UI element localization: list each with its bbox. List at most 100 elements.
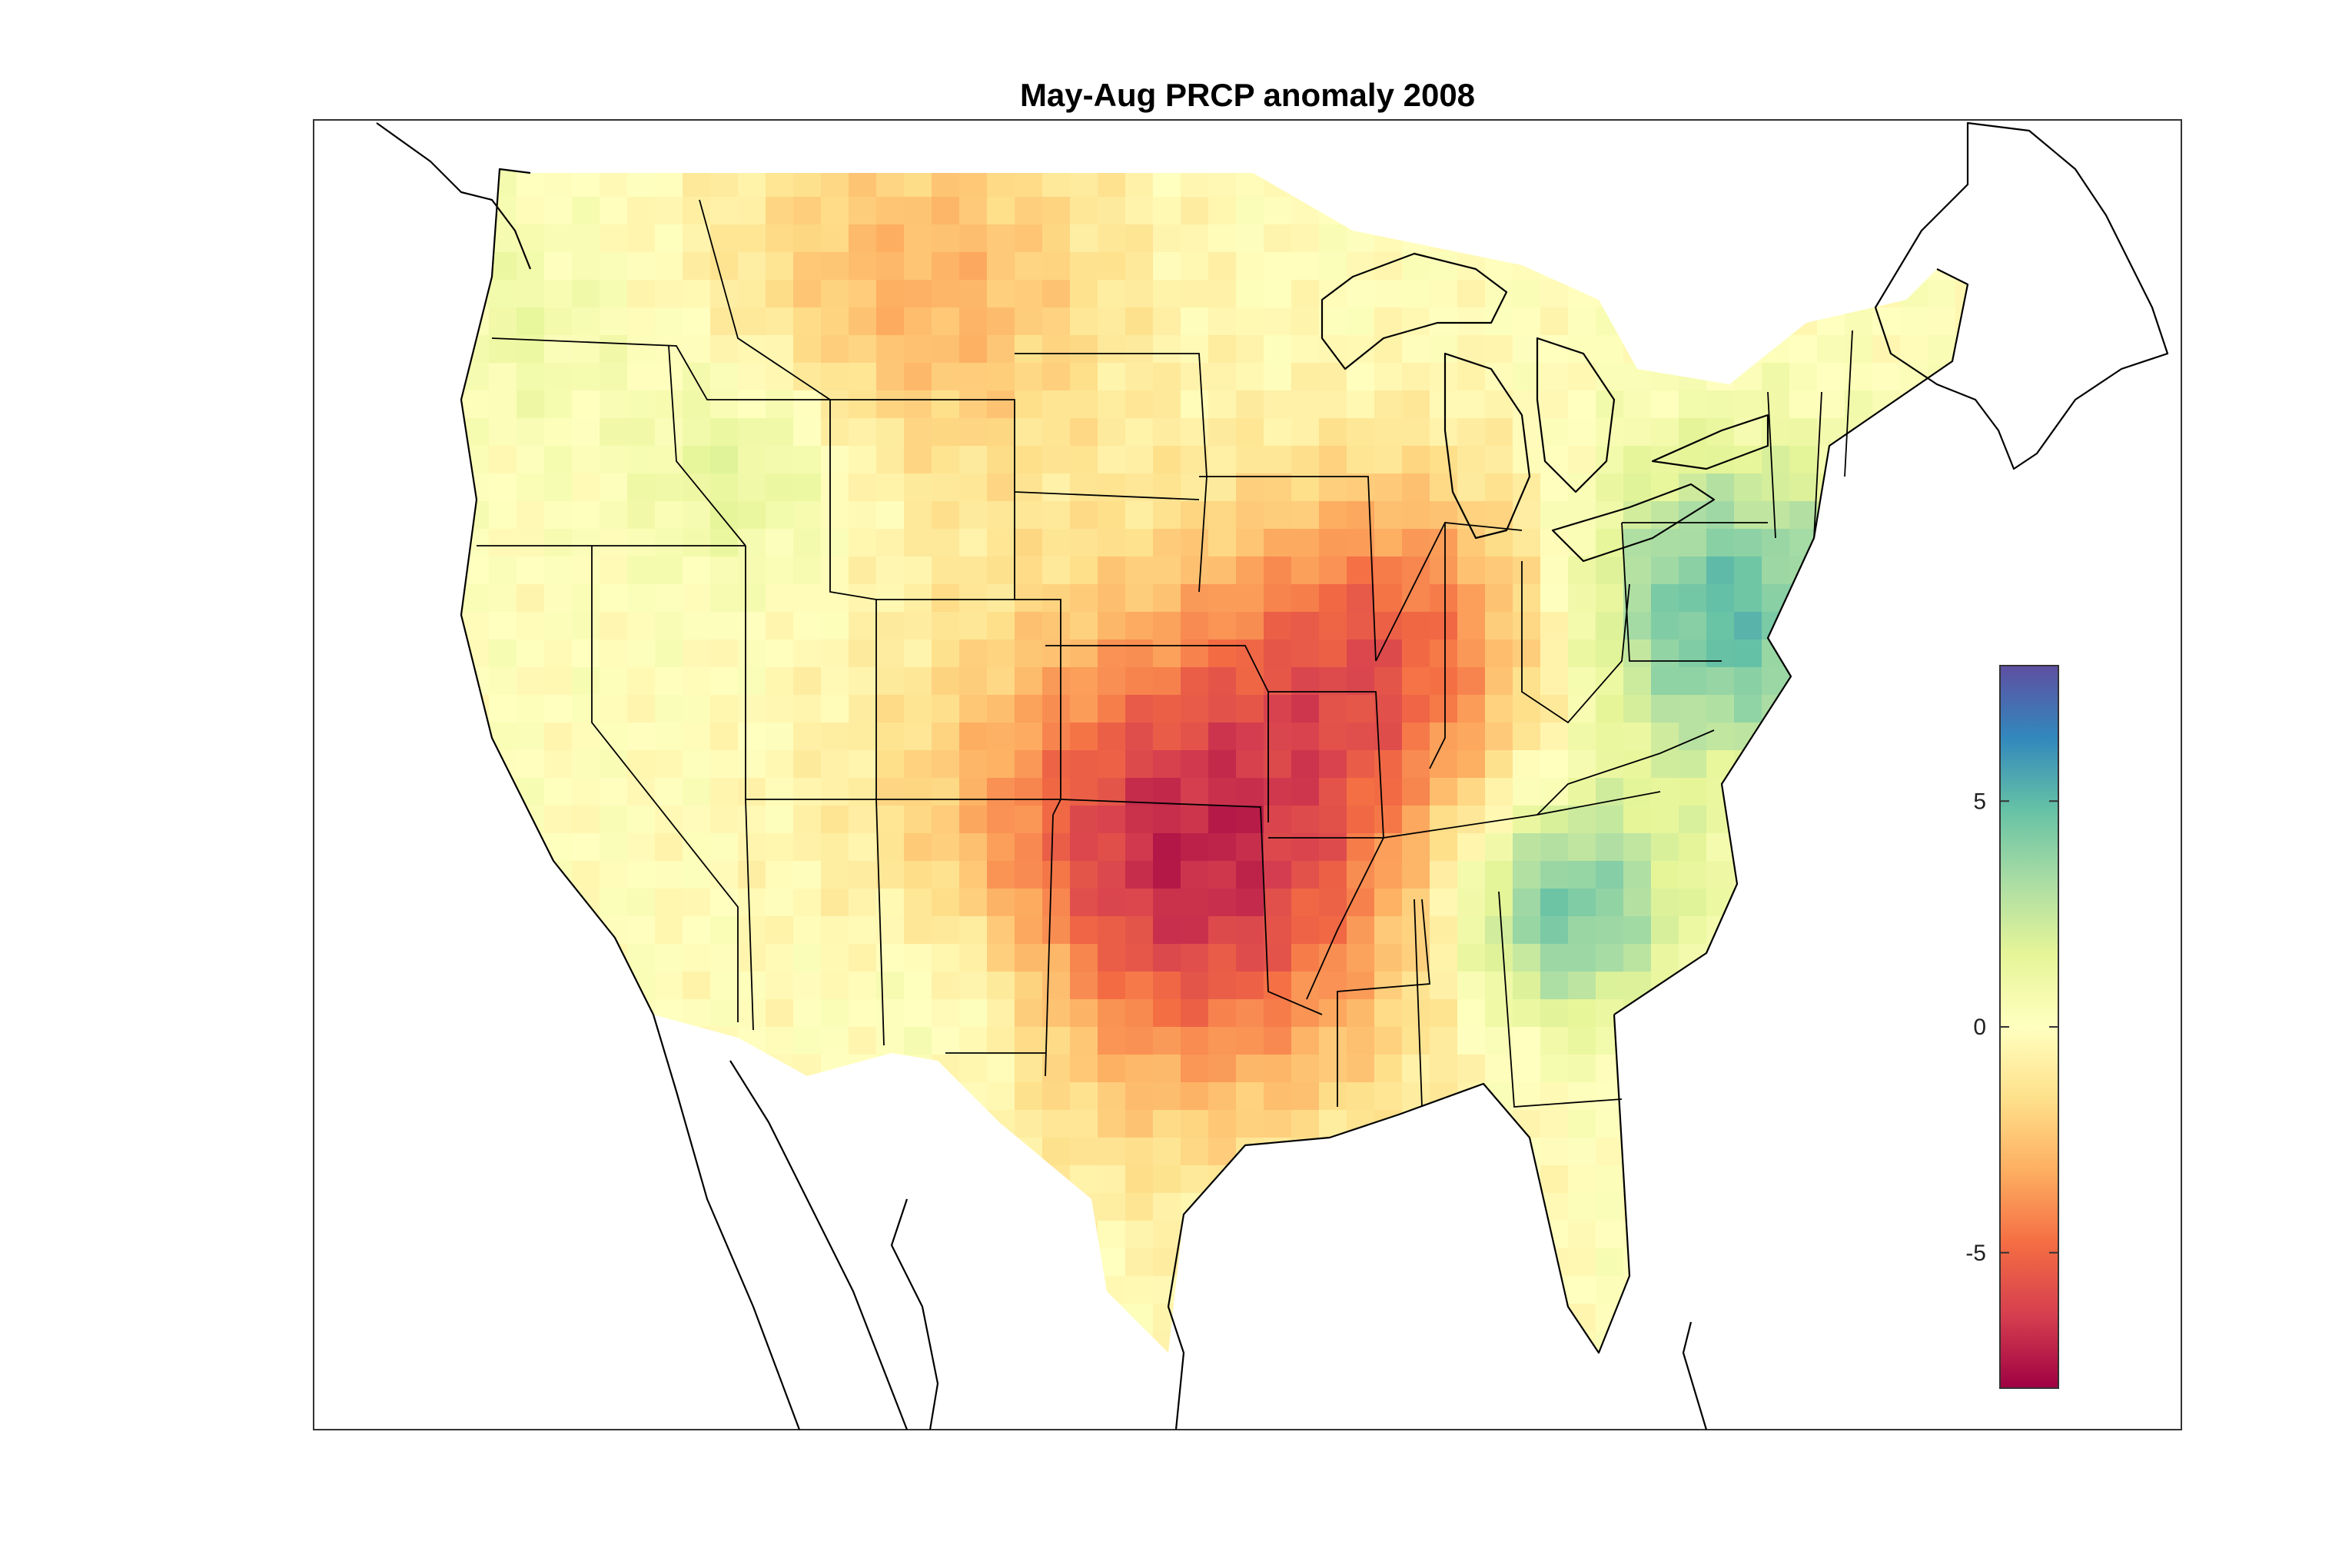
grid-cell xyxy=(1457,612,1486,640)
grid-cell xyxy=(1540,723,1569,751)
grid-cell xyxy=(544,307,573,336)
grid-cell xyxy=(544,639,573,668)
grid-cell xyxy=(1347,363,1375,391)
grid-cell xyxy=(1679,833,1707,862)
grid-cell xyxy=(655,363,683,391)
grid-cell xyxy=(1125,529,1154,557)
grid-cell xyxy=(904,501,932,530)
grid-cell xyxy=(1208,861,1237,889)
grid-cell xyxy=(766,335,794,364)
grid-cell xyxy=(821,224,849,253)
grid-cell xyxy=(849,446,877,474)
grid-cell xyxy=(1347,1055,1375,1083)
grid-cell xyxy=(1098,224,1126,253)
grid-cell xyxy=(517,363,545,391)
grid-cell xyxy=(544,390,573,419)
grid-cell xyxy=(1623,639,1652,668)
grid-cell xyxy=(876,473,905,502)
grid-cell xyxy=(1125,584,1154,613)
grid-cell xyxy=(766,363,794,391)
grid-cell xyxy=(1513,473,1541,502)
grid-cell xyxy=(738,667,766,696)
grid-cell xyxy=(655,418,683,447)
grid-cell xyxy=(1762,473,1790,502)
grid-cell xyxy=(766,169,794,198)
grid-cell xyxy=(1402,667,1430,696)
grid-cell xyxy=(489,363,517,391)
grid-cell xyxy=(710,280,739,308)
grid-cell xyxy=(738,806,766,834)
grid-cell xyxy=(987,335,1015,364)
grid-cell xyxy=(738,723,766,751)
grid-cell xyxy=(1568,695,1596,723)
grid-cell xyxy=(710,335,739,364)
grid-cell xyxy=(1236,639,1264,668)
grid-cell xyxy=(821,778,849,806)
grid-cell xyxy=(1236,252,1264,281)
grid-cell xyxy=(1015,999,1043,1028)
grid-cell xyxy=(1651,556,1679,585)
grid-cell xyxy=(1457,778,1486,806)
grid-cell xyxy=(1374,252,1403,281)
grid-cell xyxy=(655,473,683,502)
grid-cell xyxy=(1070,1027,1098,1055)
grid-cell xyxy=(1098,556,1126,585)
colorbar-gradient xyxy=(1999,665,2059,1389)
grid-cell xyxy=(1319,390,1347,419)
grid-cell xyxy=(1153,778,1181,806)
grid-cell xyxy=(793,446,822,474)
grid-cell xyxy=(904,750,932,779)
grid-cell xyxy=(1319,1055,1347,1083)
grid-cell xyxy=(544,695,573,723)
grid-cell xyxy=(1098,501,1126,530)
grid-cell xyxy=(1181,612,1209,640)
grid-cell xyxy=(1706,639,1735,668)
grid-cell xyxy=(1291,861,1320,889)
grid-cell xyxy=(1015,224,1043,253)
grid-cell xyxy=(1291,280,1320,308)
grid-cell xyxy=(1347,307,1375,336)
grid-cell xyxy=(1596,1138,1624,1166)
grid-cell xyxy=(766,556,794,585)
grid-cell xyxy=(1319,418,1347,447)
grid-cell xyxy=(1457,861,1486,889)
grid-cell xyxy=(1596,612,1624,640)
grid-cell xyxy=(738,750,766,779)
grid-cell xyxy=(1679,667,1707,696)
grid-cell xyxy=(1264,861,1292,889)
grid-cell xyxy=(1485,750,1513,779)
grid-cell xyxy=(849,750,877,779)
grid-cell xyxy=(1208,280,1237,308)
grid-cell xyxy=(1042,723,1071,751)
grid-cell xyxy=(1319,944,1347,972)
grid-cell xyxy=(766,972,794,1000)
grid-cell xyxy=(1015,889,1043,917)
grid-cell xyxy=(1513,556,1541,585)
grid-cell xyxy=(987,695,1015,723)
grid-cell xyxy=(1651,806,1679,834)
grid-cell xyxy=(572,473,600,502)
grid-cell xyxy=(1098,529,1126,557)
grid-cell xyxy=(932,972,960,1000)
grid-cell xyxy=(987,667,1015,696)
grid-cell xyxy=(683,169,711,198)
grid-cell xyxy=(821,390,849,419)
grid-cell xyxy=(1568,1221,1596,1249)
grid-cell xyxy=(1596,1193,1624,1221)
grid-cell xyxy=(793,501,822,530)
grid-cell xyxy=(1015,695,1043,723)
grid-cell xyxy=(1291,723,1320,751)
grid-cell xyxy=(627,612,656,640)
grid-cell xyxy=(793,418,822,447)
grid-cell xyxy=(1651,723,1679,751)
grid-cell xyxy=(1568,750,1596,779)
grid-cell xyxy=(600,446,628,474)
grid-cell xyxy=(1762,418,1790,447)
grid-cell xyxy=(1264,224,1292,253)
grid-cell xyxy=(655,446,683,474)
grid-cell xyxy=(600,723,628,751)
grid-cell xyxy=(821,335,849,364)
grid-cell xyxy=(1153,473,1181,502)
grid-cell xyxy=(1651,418,1679,447)
grid-cell xyxy=(959,390,988,419)
